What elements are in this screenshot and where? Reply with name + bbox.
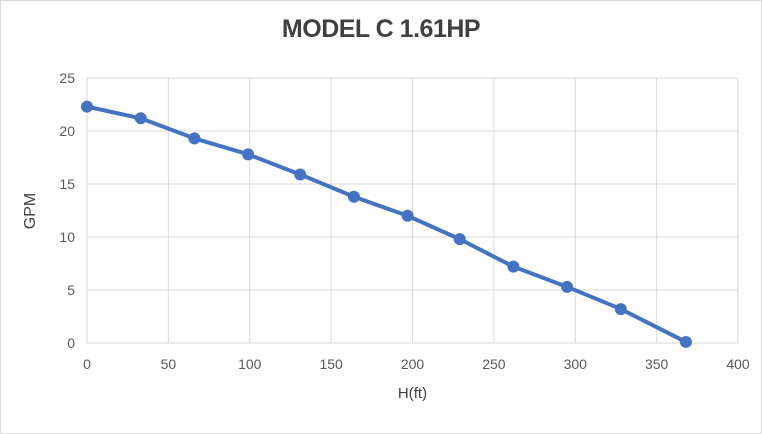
x-tick-label: 350 <box>645 356 669 372</box>
series-line <box>85 104 688 344</box>
y-axis-title: GPM <box>22 192 39 230</box>
data-point-marker <box>294 168 307 181</box>
x-tick-label: 300 <box>564 356 588 372</box>
x-tick-label: 50 <box>161 356 177 372</box>
y-tick-label: 15 <box>59 176 75 192</box>
y-tick-label: 10 <box>59 229 75 245</box>
data-point-marker <box>134 112 147 125</box>
y-tick-label: 20 <box>59 123 75 139</box>
x-tick-label: 150 <box>319 356 343 372</box>
data-point-marker <box>679 335 692 348</box>
x-axis-title: H(ft) <box>397 385 428 402</box>
data-point-marker <box>401 209 414 222</box>
x-tick-label: 400 <box>726 356 750 372</box>
data-point-marker <box>81 100 93 113</box>
data-point-marker <box>242 148 255 161</box>
y-tick-label: 0 <box>67 335 75 351</box>
x-tick-label: 200 <box>401 356 425 372</box>
y-tick-label: 5 <box>67 282 75 298</box>
chart-title: MODEL C 1.61HP <box>281 15 481 43</box>
data-point-marker <box>188 132 201 145</box>
x-tick-label: 100 <box>238 356 262 372</box>
x-tick-label: 250 <box>482 356 506 372</box>
data-point-marker <box>614 303 627 316</box>
x-tick-label: 0 <box>83 356 91 372</box>
data-point-marker <box>507 260 520 273</box>
data-point-marker <box>347 190 360 203</box>
data-point-marker <box>453 233 466 246</box>
y-tick-label: 25 <box>59 70 75 86</box>
data-point-marker <box>561 280 574 293</box>
